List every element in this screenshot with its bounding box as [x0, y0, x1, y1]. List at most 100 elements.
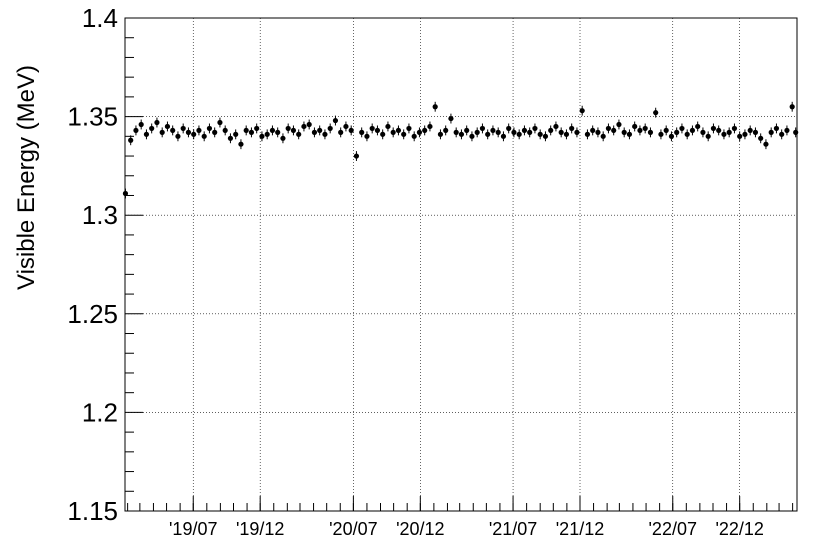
- data-point-marker: [485, 131, 491, 137]
- data-point-marker: [311, 129, 318, 135]
- data-point: [747, 125, 753, 136]
- data-point-marker: [248, 129, 255, 135]
- data-point-marker: [138, 121, 144, 128]
- data-point-marker: [695, 123, 701, 130]
- data-point: [695, 121, 701, 132]
- data-point-marker: [269, 127, 276, 134]
- data-point-marker: [548, 127, 554, 134]
- data-point-marker: [553, 123, 559, 130]
- data-point: [254, 123, 260, 134]
- data-point-marker: [458, 131, 465, 137]
- data-point: [201, 131, 207, 142]
- data-point: [264, 129, 270, 140]
- data-point: [679, 123, 685, 134]
- points-layer: [122, 101, 799, 199]
- data-point: [752, 127, 759, 138]
- data-point-marker: [789, 104, 795, 110]
- data-point: [238, 139, 244, 150]
- data-point-marker: [668, 133, 675, 139]
- data-point-marker: [143, 131, 150, 137]
- data-point-marker: [632, 123, 638, 130]
- data-point: [180, 123, 186, 134]
- data-point: [427, 121, 433, 132]
- data-point: [406, 123, 412, 134]
- data-point: [359, 127, 365, 138]
- data-point-marker: [737, 133, 743, 139]
- data-point: [793, 127, 799, 138]
- data-point-marker: [275, 129, 281, 135]
- data-point-marker: [527, 129, 533, 135]
- data-point: [784, 125, 790, 136]
- x-tick-label: '19/07: [169, 519, 217, 539]
- data-point: [133, 125, 139, 136]
- data-point-marker: [149, 125, 155, 132]
- x-tick-label: '19/12: [236, 519, 284, 539]
- data-point-marker: [532, 125, 538, 132]
- data-point-marker: [495, 129, 501, 135]
- data-point-marker: [401, 131, 407, 137]
- data-point: [432, 101, 438, 112]
- data-point-marker: [731, 125, 738, 132]
- data-point: [542, 131, 549, 142]
- data-point-marker: [128, 137, 134, 143]
- data-point: [558, 127, 564, 138]
- data-point-marker: [637, 127, 643, 134]
- data-point: [280, 133, 286, 144]
- data-point: [338, 127, 344, 138]
- data-point-marker: [679, 125, 685, 132]
- data-point: [380, 129, 386, 140]
- data-point-marker: [332, 117, 339, 124]
- data-point-marker: [322, 131, 328, 137]
- data-point-marker: [364, 133, 370, 139]
- data-point: [448, 113, 454, 124]
- data-point-marker: [653, 110, 659, 116]
- data-point-marker: [747, 127, 753, 134]
- data-point: [500, 131, 507, 142]
- data-point: [490, 125, 496, 136]
- data-point: [301, 121, 307, 132]
- data-point-marker: [448, 115, 454, 122]
- data-point: [758, 133, 764, 144]
- data-point: [742, 129, 748, 140]
- data-point: [469, 131, 475, 142]
- data-point-marker: [563, 131, 570, 137]
- data-point: [332, 115, 339, 126]
- data-point: [164, 121, 171, 132]
- data-point-marker: [196, 127, 202, 134]
- data-point: [311, 127, 318, 138]
- data-point-marker: [301, 123, 307, 130]
- data-point-marker: [164, 123, 171, 130]
- data-point: [674, 127, 680, 138]
- data-point-marker: [684, 131, 690, 137]
- data-point: [569, 123, 575, 134]
- data-point-marker: [385, 123, 391, 130]
- data-point: [259, 131, 265, 142]
- data-point: [721, 129, 727, 140]
- data-point-marker: [348, 127, 354, 134]
- data-point-marker: [768, 129, 774, 135]
- data-point: [306, 119, 312, 130]
- data-point-marker: [464, 127, 470, 134]
- data-point: [590, 125, 596, 136]
- data-point-marker: [511, 129, 517, 135]
- data-point: [616, 119, 622, 130]
- y-tick-label: 1.25: [67, 299, 118, 329]
- data-point: [385, 121, 391, 132]
- data-point-marker: [773, 125, 780, 132]
- data-point: [322, 129, 328, 140]
- y-axis-label: Visible Energy (MeV): [13, 65, 40, 290]
- data-point-marker: [416, 129, 423, 135]
- data-point-marker: [758, 135, 764, 141]
- data-point: [527, 127, 533, 138]
- data-point-marker: [784, 127, 790, 134]
- data-point-marker: [170, 127, 176, 134]
- data-point: [285, 123, 291, 134]
- data-point: [737, 131, 743, 142]
- data-point: [563, 129, 570, 140]
- data-point: [637, 125, 643, 136]
- data-point-marker: [422, 127, 428, 134]
- data-point: [422, 125, 428, 136]
- data-point-marker: [663, 127, 669, 134]
- data-point: [317, 125, 323, 136]
- data-point-marker: [621, 129, 627, 135]
